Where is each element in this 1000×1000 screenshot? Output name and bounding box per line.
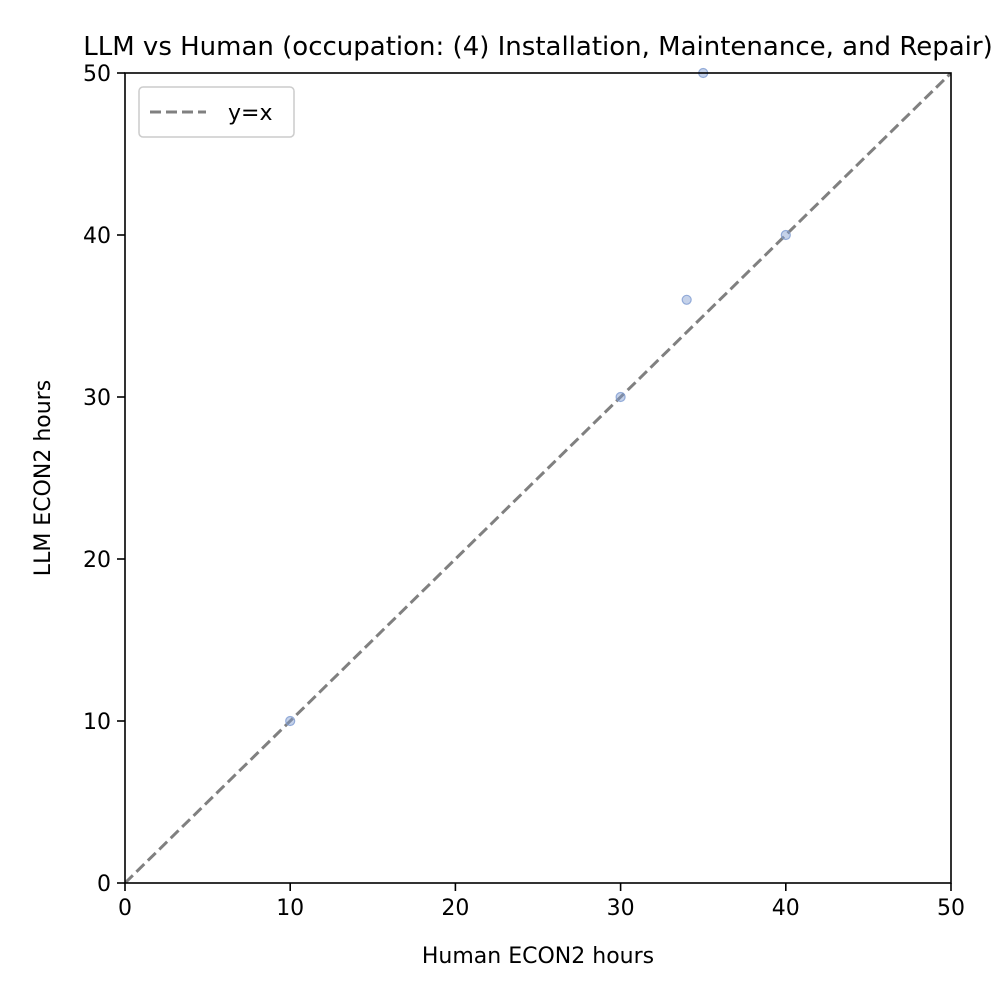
y-tick-label: 50 [83, 62, 111, 87]
x-tick-label: 30 [607, 896, 635, 921]
x-axis-label: Human ECON2 hours [422, 944, 654, 969]
tick-layer: 0 10 20 30 40 50 0 10 20 30 40 50 [83, 62, 965, 921]
scatter-point [780, 229, 791, 241]
x-tick-label: 20 [441, 896, 469, 921]
scatter-point [681, 294, 692, 305]
x-tick-label: 40 [772, 896, 800, 921]
y-tick-label: 20 [83, 548, 111, 573]
x-tick-label: 0 [118, 896, 132, 921]
x-tick-label: 10 [276, 896, 304, 921]
legend-box [138, 86, 295, 138]
y-axis-label: LLM ECON2 hours [31, 380, 56, 576]
scatter-point [285, 715, 296, 727]
y-tick-label: 40 [83, 224, 111, 249]
y-tick-label: 10 [83, 710, 111, 735]
y-tick-label: 30 [83, 386, 111, 411]
y-tick-label: 0 [97, 872, 111, 897]
reference-line-layer [125, 73, 951, 883]
legend-label-y-equals-x: y=x [228, 101, 272, 126]
legend: y=x [138, 86, 295, 138]
scatter-point [615, 391, 626, 403]
reference-line-y-equals-x [125, 73, 951, 883]
plot-frame [124, 72, 952, 884]
x-tick-label: 50 [937, 896, 965, 921]
chart-title: LLM vs Human (occupation: (4) Installati… [83, 32, 992, 62]
